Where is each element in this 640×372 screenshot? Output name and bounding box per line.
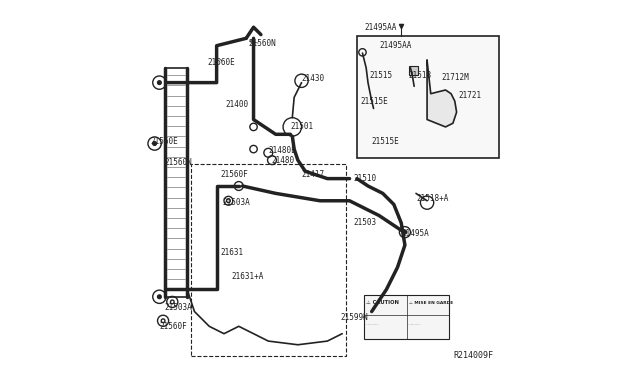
- Text: ...........: ...........: [365, 322, 379, 326]
- Text: 21503: 21503: [353, 218, 376, 227]
- Circle shape: [157, 81, 161, 84]
- Text: 21417: 21417: [301, 170, 324, 179]
- Bar: [408, 66, 418, 75]
- Text: 21560E: 21560E: [207, 58, 235, 67]
- Bar: [191, 164, 346, 356]
- Text: R214009F: R214009F: [454, 350, 493, 359]
- Text: ...........: ...........: [408, 322, 422, 326]
- Text: 21510: 21510: [353, 174, 376, 183]
- Polygon shape: [427, 61, 456, 127]
- Text: 21480E: 21480E: [268, 147, 296, 155]
- Text: 21495AA: 21495AA: [364, 23, 397, 32]
- Text: 21503A: 21503A: [165, 303, 193, 312]
- Text: 21430: 21430: [301, 74, 324, 83]
- Bar: [364, 295, 449, 339]
- Text: 21518+A: 21518+A: [416, 195, 449, 203]
- Text: 21480: 21480: [271, 155, 294, 165]
- Text: 21501: 21501: [291, 122, 314, 131]
- Text: 21631+A: 21631+A: [232, 272, 264, 281]
- Text: ⚠ CAUTION: ⚠ CAUTION: [366, 301, 399, 305]
- Circle shape: [153, 142, 156, 145]
- Text: 21631: 21631: [220, 248, 243, 257]
- Text: ⚠ MISE EN GARDE: ⚠ MISE EN GARDE: [408, 301, 453, 305]
- Text: 21560N: 21560N: [165, 157, 193, 167]
- Text: 21515E: 21515E: [372, 137, 399, 146]
- Text: 21503A: 21503A: [222, 198, 250, 207]
- Text: 21560E: 21560E: [150, 137, 178, 146]
- Text: 21495A: 21495A: [401, 230, 429, 238]
- Text: 21560F: 21560F: [159, 322, 187, 331]
- Text: 21721: 21721: [458, 91, 481, 100]
- Text: 21515: 21515: [370, 71, 393, 80]
- Text: 21560F: 21560F: [220, 170, 248, 179]
- Bar: [357, 36, 499, 158]
- Text: 21518: 21518: [408, 71, 432, 80]
- Circle shape: [157, 295, 161, 299]
- Text: 21599N: 21599N: [340, 312, 368, 321]
- Text: 21560N: 21560N: [248, 39, 276, 48]
- Circle shape: [403, 230, 407, 234]
- Text: 21400: 21400: [226, 100, 249, 109]
- Text: 21515E: 21515E: [360, 97, 388, 106]
- Text: 21495AA: 21495AA: [379, 41, 412, 50]
- Text: 21712M: 21712M: [442, 73, 470, 81]
